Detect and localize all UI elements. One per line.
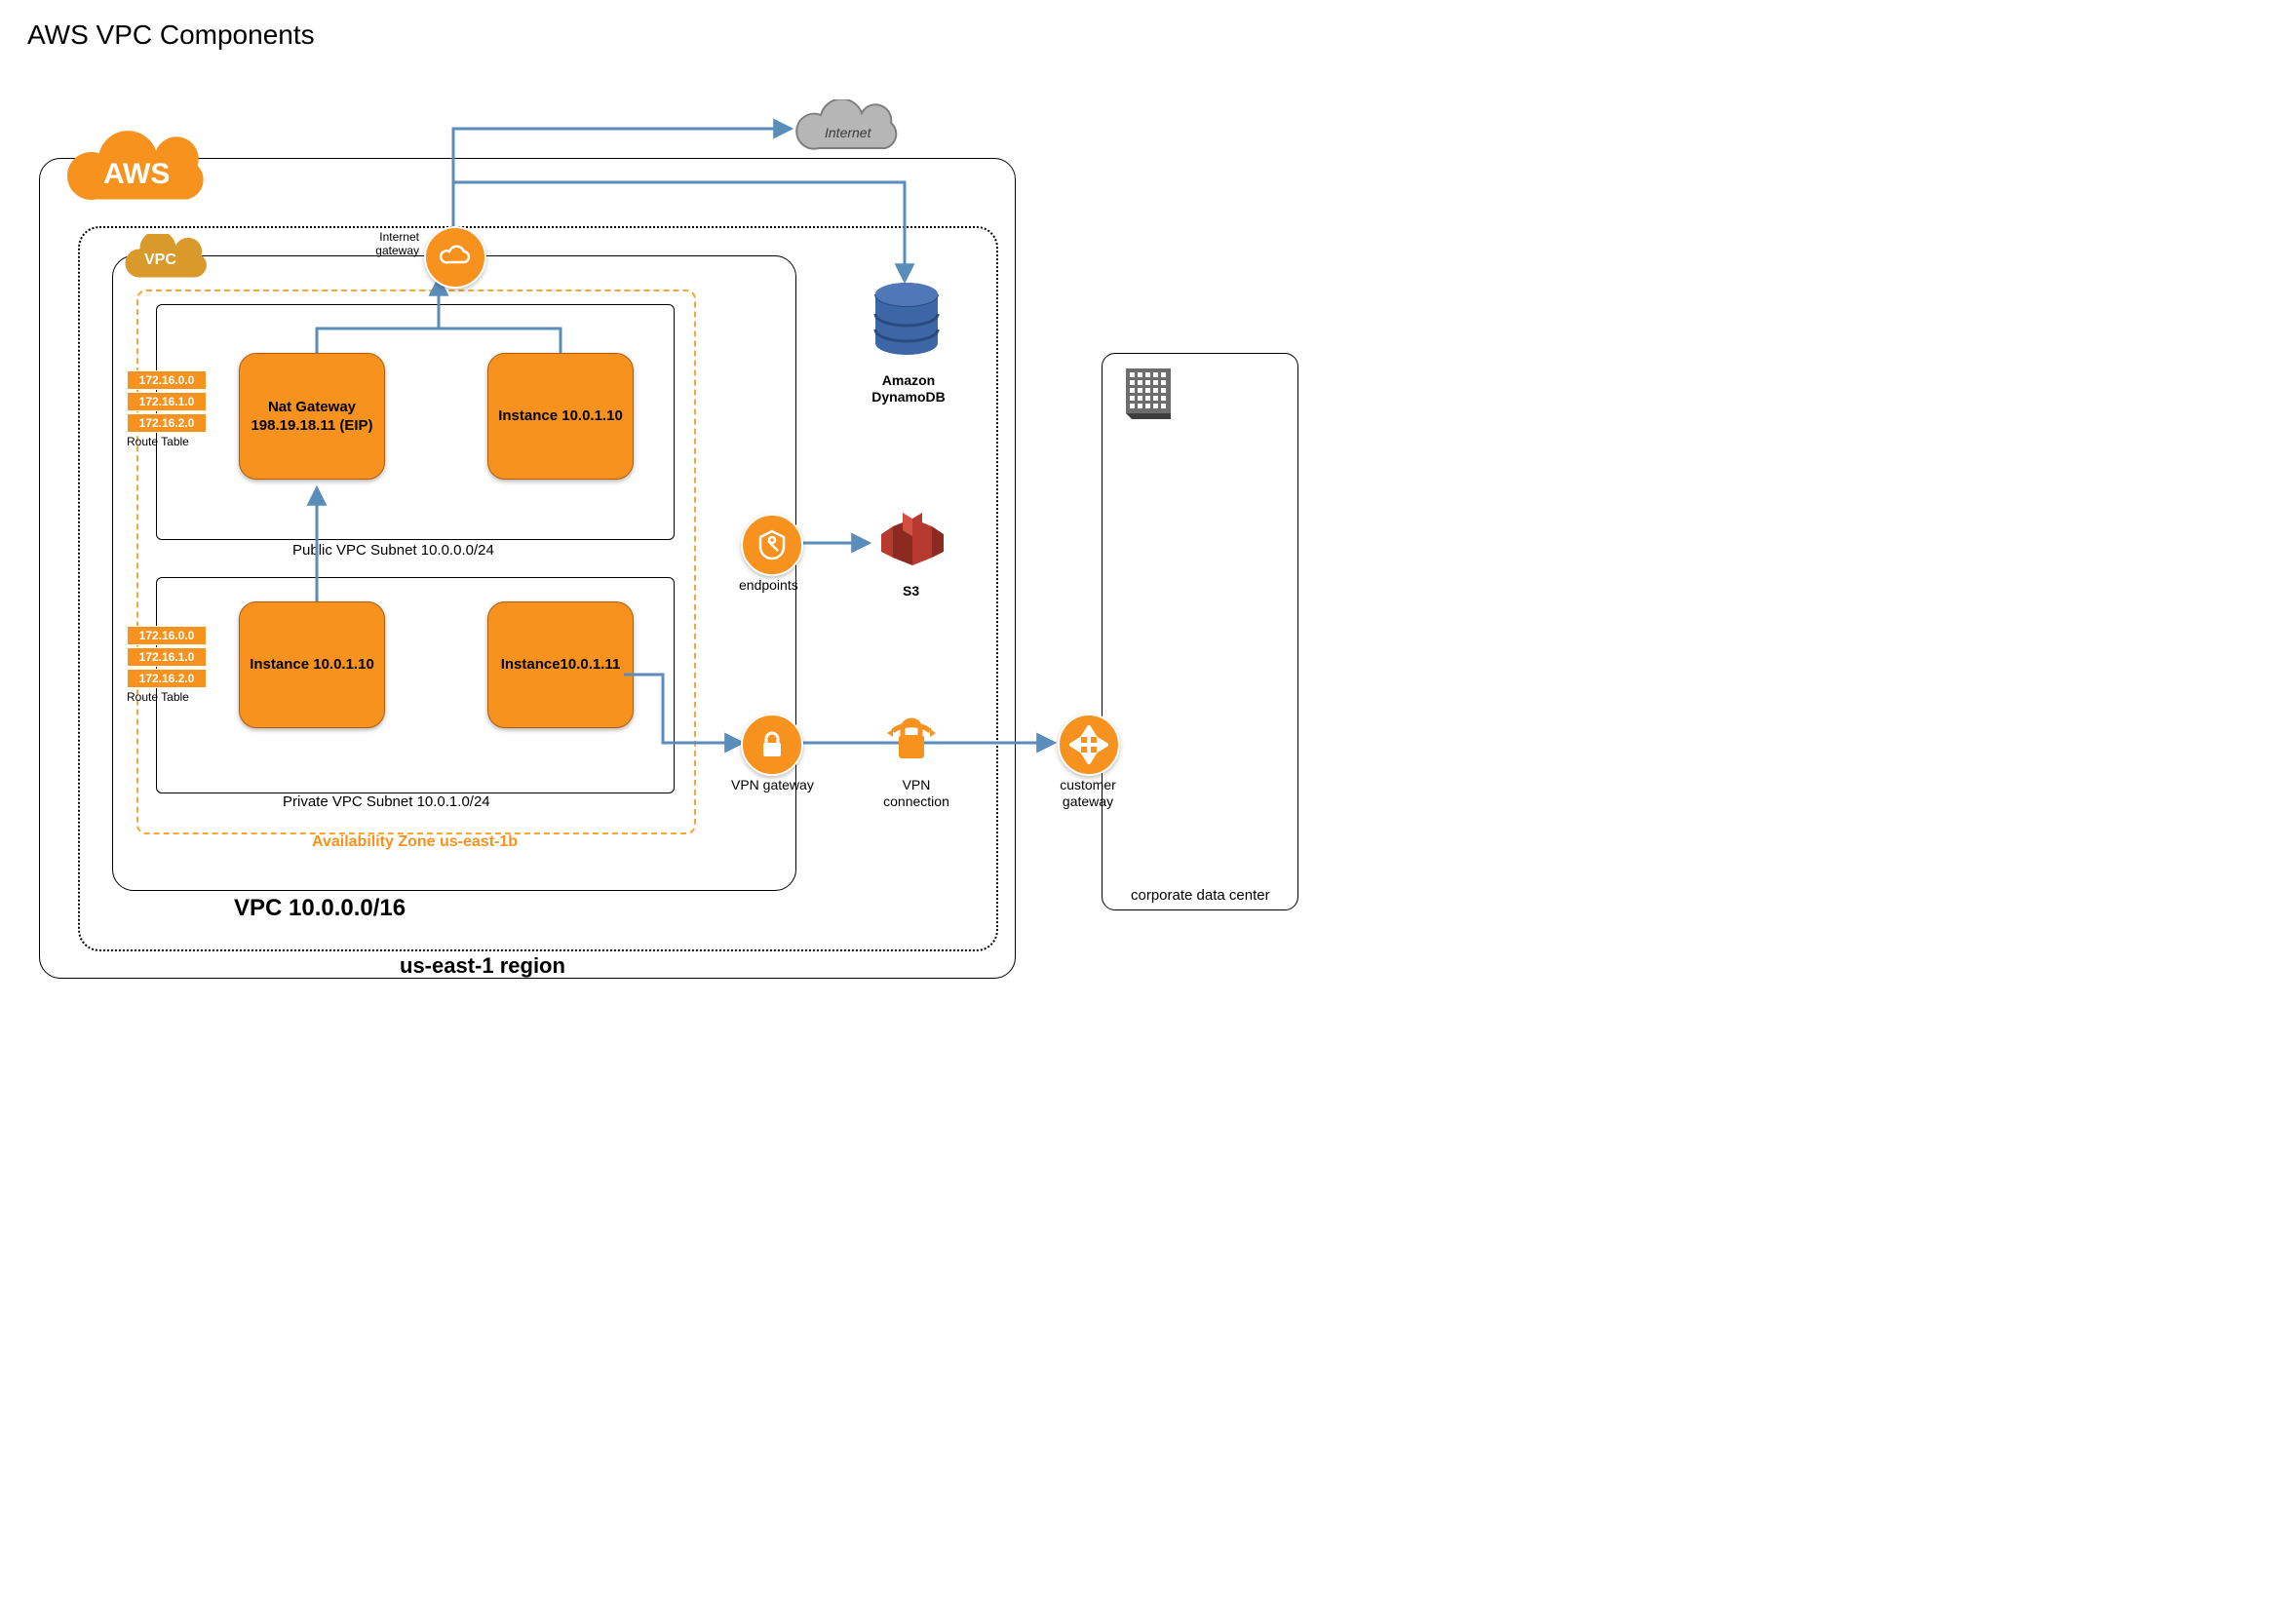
internet-label: Internet (825, 125, 871, 141)
vpn-gateway-label: VPN gateway (731, 777, 814, 793)
az-label: Availability Zone us-east-1b (312, 832, 518, 851)
vpn-gateway-icon (741, 714, 803, 776)
private-subnet-label: Private VPC Subnet 10.0.1.0/24 (283, 793, 490, 811)
aws-cloud-label: AWS (103, 158, 170, 191)
aws-cloud-icon: AWS (58, 131, 224, 223)
endpoints-icon (741, 514, 803, 576)
internet-gateway-icon (424, 226, 486, 289)
instance-private-2-label: Instance10.0.1.11 (501, 655, 621, 675)
rt-row: 172.16.1.0 (127, 647, 207, 667)
vpc-cloud-icon: VPC (115, 234, 213, 293)
vpc-diagram: Internet AWS us-east-1 region VPC 10.0.0… (19, 60, 1326, 996)
public-subnet-label: Public VPC Subnet 10.0.0.0/24 (292, 542, 494, 560)
endpoints-label: endpoints (739, 577, 798, 594)
instance-private-1: Instance 10.0.1.10 (239, 601, 385, 728)
customer-gateway-icon (1058, 714, 1120, 776)
vpn-connection-label: VPN connection (877, 777, 955, 810)
route-table-public: 172.16.0.0 172.16.1.0 172.16.2.0 Route T… (127, 370, 207, 448)
vpc-cloud-label: VPC (144, 251, 176, 269)
instance-private-2: Instance10.0.1.11 (487, 601, 634, 728)
server-icon (1126, 368, 1171, 421)
vpc-label: VPC 10.0.0.0/16 (234, 895, 406, 923)
rt-row: 172.16.0.0 (127, 626, 207, 645)
rt-row: 172.16.2.0 (127, 413, 207, 433)
internet-gateway-label: Internet gateway (351, 230, 419, 258)
corporate-box (1102, 353, 1298, 910)
region-label: us-east-1 region (400, 953, 565, 979)
dynamodb-label: Amazon DynamoDB (860, 372, 957, 406)
rt-row: 172.16.2.0 (127, 669, 207, 688)
instance-public-label: Instance 10.0.1.10 (498, 406, 623, 426)
route-table-private: 172.16.0.0 172.16.1.0 172.16.2.0 Route T… (127, 626, 207, 704)
rt-row: 172.16.1.0 (127, 392, 207, 411)
nat-gateway: Nat Gateway 198.19.18.11 (EIP) (239, 353, 385, 480)
nat-gateway-label: Nat Gateway 198.19.18.11 (EIP) (246, 398, 378, 436)
customer-gateway-label: customer gateway (1049, 777, 1127, 810)
instance-public: Instance 10.0.1.10 (487, 353, 634, 480)
instance-private-1-label: Instance 10.0.1.10 (250, 655, 374, 675)
s3-icon (873, 507, 951, 590)
rt-caption: Route Table (127, 435, 207, 448)
dynamodb-icon (868, 281, 946, 373)
rt-row: 172.16.0.0 (127, 370, 207, 390)
page-title: AWS VPC Components (27, 19, 2264, 51)
vpn-connection-icon (877, 704, 946, 777)
rt-caption: Route Table (127, 690, 207, 704)
corporate-label: corporate data center (1131, 887, 1270, 905)
